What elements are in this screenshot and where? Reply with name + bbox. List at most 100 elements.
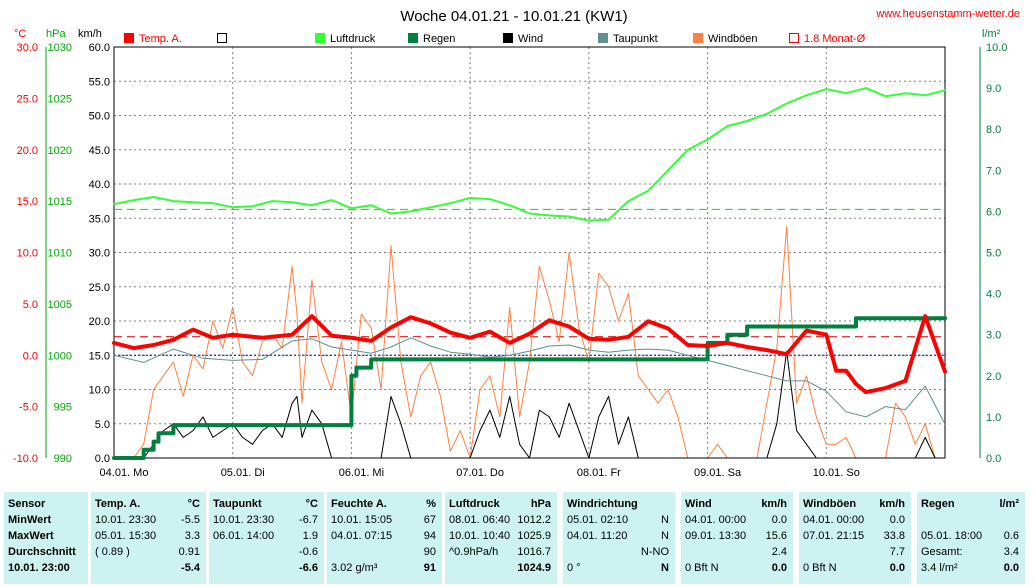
temp-tick-label: 0.0 — [23, 350, 38, 362]
temp-tick-label: 15.0 — [17, 196, 38, 208]
rain-tick-label: 6.0 — [986, 206, 1001, 218]
stats-cell-label: 08.01. 06:40 — [449, 514, 511, 526]
stats-labels-box: Sensor MinWert MaxWert Durchschnitt 10.0… — [4, 492, 88, 584]
wind-tick-label: 40.0 — [89, 179, 110, 191]
stats-cell-value: N-NO — [640, 546, 669, 558]
stats-cell-label: 06.01. 14:00 — [213, 530, 275, 542]
stats-col-7: Regen l/m² 05.01. 18:00 0.6 Gesamt: 3.4 3.4 l/… — [917, 492, 1025, 584]
stats-col-unit: % — [426, 498, 436, 510]
pressure-unit-header: hPa — [46, 28, 66, 40]
stats-cell-value: 7.7 — [889, 546, 905, 558]
stats-col-5: Wind km/h 04.01. 00:00 0.0 09.01. 13:30 15.6 2… — [681, 492, 793, 584]
stats-cell-value: 3.3 — [184, 530, 200, 542]
stats-col-title: Luftdruck — [449, 498, 500, 510]
stats-cell-label: 10.01. 23:30 — [213, 514, 275, 526]
pressure-tick-label: 1020 — [48, 145, 72, 157]
wind-tick-label: 35.0 — [89, 213, 110, 225]
legend-label-0: Temp. A. — [139, 33, 182, 45]
stats-col-1: Taupunkt °C 10.01. 23:30 -6.7 06.01. 14:00 1.… — [209, 492, 324, 584]
stats-cell-label: 05.01. 18:00 — [921, 530, 983, 542]
stats-cell-value: -0.6 — [299, 546, 318, 558]
temp-tick-label: -10.0 — [13, 453, 38, 465]
stats-cell-value: 3.4 — [1003, 546, 1019, 558]
stats-cell-value: 1012.2 — [517, 514, 551, 526]
stats-cell-value: 0.0 — [889, 562, 905, 574]
row-label-current: 10.01. 23:00 — [8, 562, 70, 574]
pressure-tick-label: 1000 — [48, 350, 72, 362]
rain-tick-label: 0.0 — [986, 453, 1001, 465]
stats-panel: Sensor MinWert MaxWert Durchschnitt 10.0… — [0, 488, 1034, 587]
wind-tick-label: 5.0 — [95, 419, 110, 431]
stats-cell-value: N — [661, 514, 669, 526]
stats-col-title: Regen — [921, 498, 955, 510]
stats-cell-label: Gesamt: — [921, 546, 963, 558]
rain-tick-label: 5.0 — [986, 248, 1001, 260]
chart-title: Woche 04.01.21 - 10.01.21 (KW1) — [400, 8, 627, 25]
row-label-sensor: Sensor — [8, 498, 46, 510]
stats-col-title: Feuchte A. — [331, 498, 387, 510]
rain-tick-label: 2.0 — [986, 371, 1001, 383]
x-tick-label: 08.01. Fr — [577, 467, 621, 479]
stats-cell-value: 0.6 — [1003, 530, 1019, 542]
legend-swatch-2 — [315, 33, 325, 43]
series-rain-line — [112, 316, 947, 460]
stats-cell-label: 04.01. 00:00 — [685, 514, 747, 526]
row-label-avg: Durchschnitt — [8, 546, 76, 558]
series-pressure-line — [113, 87, 946, 222]
row-label-max: MaxWert — [8, 530, 54, 542]
stats-cell-value: 1024.9 — [517, 562, 551, 574]
axes: -10.0 -5.0 0.0 5.0 10.0 15.0 20.0 25.0 30.0 990 99… — [13, 42, 1008, 479]
wind-tick-label: 50.0 — [89, 111, 110, 123]
stats-cell-label: 0 ° — [567, 562, 581, 574]
stats-col-6: Windböen km/h 04.01. 00:00 0.0 07.01. 21:15 3… — [799, 492, 911, 584]
series-dewpoint-line — [113, 337, 946, 425]
rain-tick-label: 4.0 — [986, 289, 1001, 301]
stats-cell-label: 04.01. 11:20 — [567, 530, 628, 542]
x-tick-label: 10.01. So — [813, 467, 860, 479]
temp-tick-label: 10.0 — [17, 248, 38, 260]
stats-col-title: Windrichtung — [567, 498, 638, 510]
stats-cell-label: 07.01. 21:15 — [803, 530, 865, 542]
rain-tick-label: 3.0 — [986, 330, 1001, 342]
legend-label-4: Wind — [518, 33, 543, 45]
stats-col-unit: km/h — [761, 498, 787, 510]
stats-col-unit: l/m² — [999, 498, 1019, 510]
pressure-tick-label: 1015 — [48, 196, 72, 208]
row-label-min: MinWert — [8, 514, 52, 526]
legend-label-3: Regen — [423, 33, 455, 45]
rain-unit-header: l/m² — [982, 28, 1001, 40]
stats-cell-value: N — [661, 562, 669, 574]
stats-cell-label: 0 Bft N — [803, 562, 837, 574]
stats-cell-value: 33.8 — [883, 530, 905, 542]
stats-cell-value: 94 — [423, 530, 436, 542]
series-temp-line — [112, 314, 947, 395]
temp-unit-header: °C — [14, 28, 26, 40]
x-tick-label: 05.01. Di — [221, 467, 265, 479]
wind-tick-label: 0.0 — [95, 453, 110, 465]
rain-tick-label: 9.0 — [986, 83, 1001, 95]
pressure-tick-label: 1010 — [48, 248, 72, 260]
wind-tick-label: 55.0 — [89, 76, 110, 88]
chart-background — [0, 0, 1034, 488]
plot-area — [112, 87, 947, 460]
stats-cell-label: 10.01. 15:05 — [331, 514, 393, 526]
stats-cell-label: 0 Bft N — [685, 562, 719, 574]
legend-label-6: Windböen — [708, 33, 758, 45]
legend-swatch-0 — [124, 33, 134, 43]
stats-col-0: Temp. A. °C 10.01. 23:30 -5.5 05.01. 15:30 3.… — [91, 492, 206, 584]
x-tick-label: 09.01. Sa — [694, 467, 742, 479]
legend-swatch-5 — [598, 33, 608, 43]
wind-tick-label: 60.0 — [89, 42, 110, 54]
stats-cell-value: 15.6 — [765, 530, 787, 542]
wind-tick-label: 25.0 — [89, 282, 110, 294]
rain-tick-label: 7.0 — [986, 165, 1001, 177]
stats-cell-value: 0.0 — [889, 514, 905, 526]
series-gusts-line — [113, 226, 946, 459]
rain-tick-label: 8.0 — [986, 124, 1001, 136]
stats-cell-label: 10.01. 10:40 — [449, 530, 511, 542]
legend-label-2: Luftdruck — [330, 33, 376, 45]
site-url: www.heusenstamm-wetter.de — [875, 8, 1020, 20]
legend-label-5: Taupunkt — [613, 33, 658, 45]
x-tick-label: 07.01. Do — [456, 467, 504, 479]
wind-tick-label: 10.0 — [89, 385, 110, 397]
